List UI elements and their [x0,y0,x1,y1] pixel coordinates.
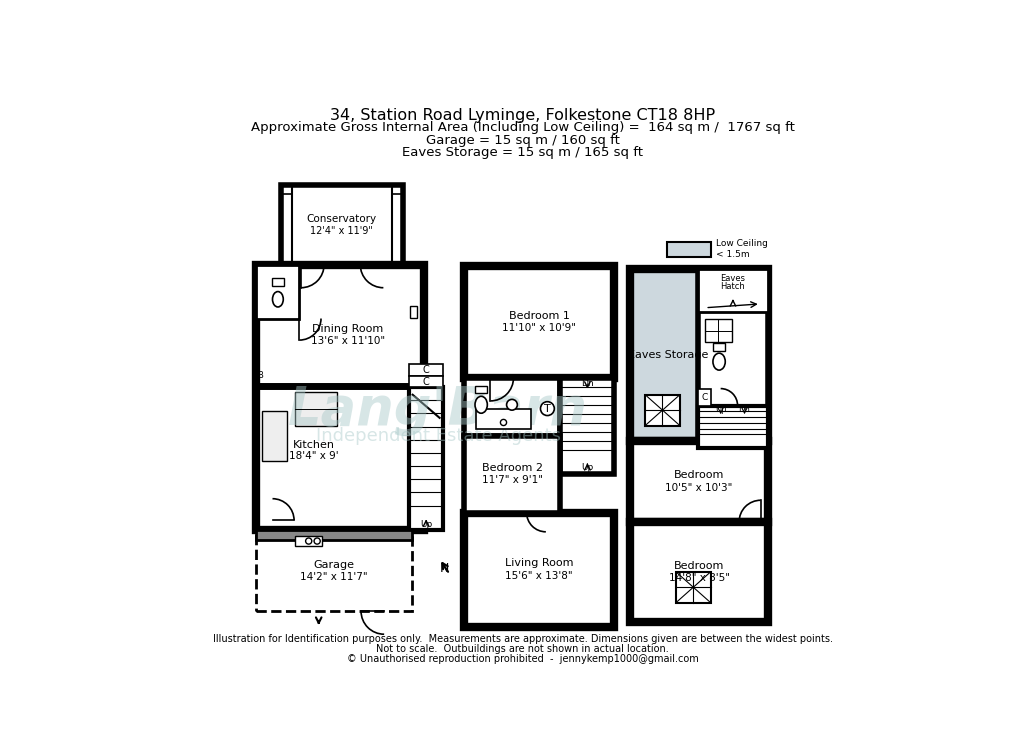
Bar [697,270,767,312]
Text: 10'5" x 10'3": 10'5" x 10'3" [664,482,732,492]
Ellipse shape [540,402,553,415]
Text: © Unauthorised reproduction prohibited  -  jennykemp1000@gmail.com: © Unauthorised reproduction prohibited -… [346,655,698,664]
Text: Not to scale.  Outbuildings are not shown in actual location.: Not to scale. Outbuildings are not shown… [376,644,668,655]
Text: Low Ceiling
< 1.5m: Low Ceiling < 1.5m [715,239,767,259]
Text: C: C [422,365,429,375]
Text: N: N [439,562,448,575]
Text: T: T [543,404,550,414]
Bar [629,270,767,441]
Bar [464,267,613,378]
Bar [262,411,287,461]
Text: Eaves: Eaves [719,274,745,283]
Bar [409,364,443,376]
Bar [629,441,767,522]
Bar [629,522,767,622]
Ellipse shape [712,353,725,370]
Text: Bedroom 2: Bedroom 2 [481,463,542,473]
Text: Garage = 15 sq m / 160 sq ft: Garage = 15 sq m / 160 sq ft [425,134,620,146]
Bar [475,386,487,393]
Bar [475,408,531,429]
Text: Dn: Dn [581,380,593,389]
Bar [464,513,613,627]
Text: Up: Up [714,405,726,414]
Ellipse shape [506,399,517,410]
Text: Conservatory: Conservatory [307,214,376,224]
Bar [256,530,412,611]
Text: Illustration for Identification purposes only.  Measurements are approximate. Di: Illustration for Identification purposes… [213,634,832,644]
Text: 15'6" x 13'8": 15'6" x 13'8" [505,571,573,581]
Text: Approximate Gross Internal Area (Including Low Ceiling) =  164 sq m /  1767 sq f: Approximate Gross Internal Area (Includi… [251,122,794,134]
Text: Up: Up [581,464,593,473]
Text: 14'8" x 8'5": 14'8" x 8'5" [667,573,729,583]
Text: Hatch: Hatch [719,282,745,291]
Bar [676,572,710,602]
Text: Eaves Storage = 15 sq m / 165 sq ft: Eaves Storage = 15 sq m / 165 sq ft [401,146,643,159]
Ellipse shape [475,396,487,413]
Bar [409,387,443,530]
Text: Bedroom: Bedroom [674,470,723,480]
Text: Kitchen: Kitchen [292,440,335,450]
Text: Bedroom 1: Bedroom 1 [508,311,570,321]
Text: 11'7" x 9'1": 11'7" x 9'1" [481,475,542,485]
Text: B: B [257,371,263,380]
Bar [280,184,403,264]
Bar [464,378,559,436]
Bar [464,436,559,513]
Text: 34, Station Road Lyminge, Folkestone CT18 8HP: 34, Station Road Lyminge, Folkestone CT1… [330,107,714,122]
Bar [697,405,767,448]
Text: Bedroom: Bedroom [674,561,723,571]
Text: Dn: Dn [738,405,750,414]
Bar [256,530,412,540]
Text: 11'10" x 10'9": 11'10" x 10'9" [501,323,576,333]
Text: C: C [701,393,707,402]
Text: Garage: Garage [313,559,355,569]
Bar [697,270,767,441]
Text: Dining Room: Dining Room [312,325,383,334]
Bar [256,264,424,530]
Bar [410,307,417,318]
Bar [271,279,283,286]
Text: Lang'Barn: Lang'Barn [287,384,588,436]
Bar [704,319,732,342]
Text: Independent Estate Agents: Independent Estate Agents [315,427,560,445]
Ellipse shape [500,419,506,426]
Circle shape [306,538,312,544]
Ellipse shape [272,291,283,307]
Bar [294,392,337,427]
Circle shape [314,538,320,544]
Bar [697,389,710,405]
Text: Up: Up [420,519,432,528]
Text: Eaves Storage: Eaves Storage [628,350,708,360]
Text: Living Room: Living Room [504,559,573,569]
Text: C: C [422,377,429,387]
Text: 18'4" x 9': 18'4" x 9' [289,451,338,461]
Bar [712,344,725,351]
Text: 14'2" x 11'7": 14'2" x 11'7" [300,572,368,582]
Bar [645,395,680,426]
Bar [294,537,321,546]
Bar [256,264,299,319]
Bar [559,378,613,474]
Bar [409,376,443,387]
Text: 13'6" x 11'10": 13'6" x 11'10" [311,336,384,346]
Bar [666,242,710,257]
Text: 12'4" x 11'9": 12'4" x 11'9" [310,226,373,236]
